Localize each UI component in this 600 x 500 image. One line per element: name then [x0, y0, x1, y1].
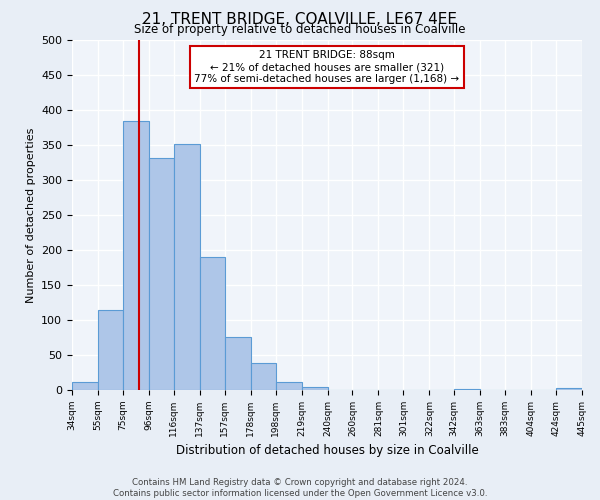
Bar: [251, 364, 275, 390]
Text: 21 TRENT BRIDGE: 88sqm
← 21% of detached houses are smaller (321)
77% of semi-de: 21 TRENT BRIDGE: 88sqm ← 21% of detached…: [194, 50, 460, 84]
Text: 21, TRENT BRIDGE, COALVILLE, LE67 4EE: 21, TRENT BRIDGE, COALVILLE, LE67 4EE: [143, 12, 458, 28]
Bar: [556, 388, 582, 390]
X-axis label: Distribution of detached houses by size in Coalville: Distribution of detached houses by size …: [176, 444, 478, 458]
Bar: [174, 144, 200, 390]
Bar: [123, 120, 149, 390]
Bar: [98, 310, 123, 390]
Bar: [302, 386, 328, 390]
Bar: [275, 382, 302, 390]
Bar: [224, 337, 251, 390]
Text: Size of property relative to detached houses in Coalville: Size of property relative to detached ho…: [134, 22, 466, 36]
Bar: [149, 158, 174, 390]
Y-axis label: Number of detached properties: Number of detached properties: [26, 128, 35, 302]
Text: Contains HM Land Registry data © Crown copyright and database right 2024.
Contai: Contains HM Land Registry data © Crown c…: [113, 478, 487, 498]
Bar: [200, 257, 224, 390]
Bar: [72, 382, 98, 390]
